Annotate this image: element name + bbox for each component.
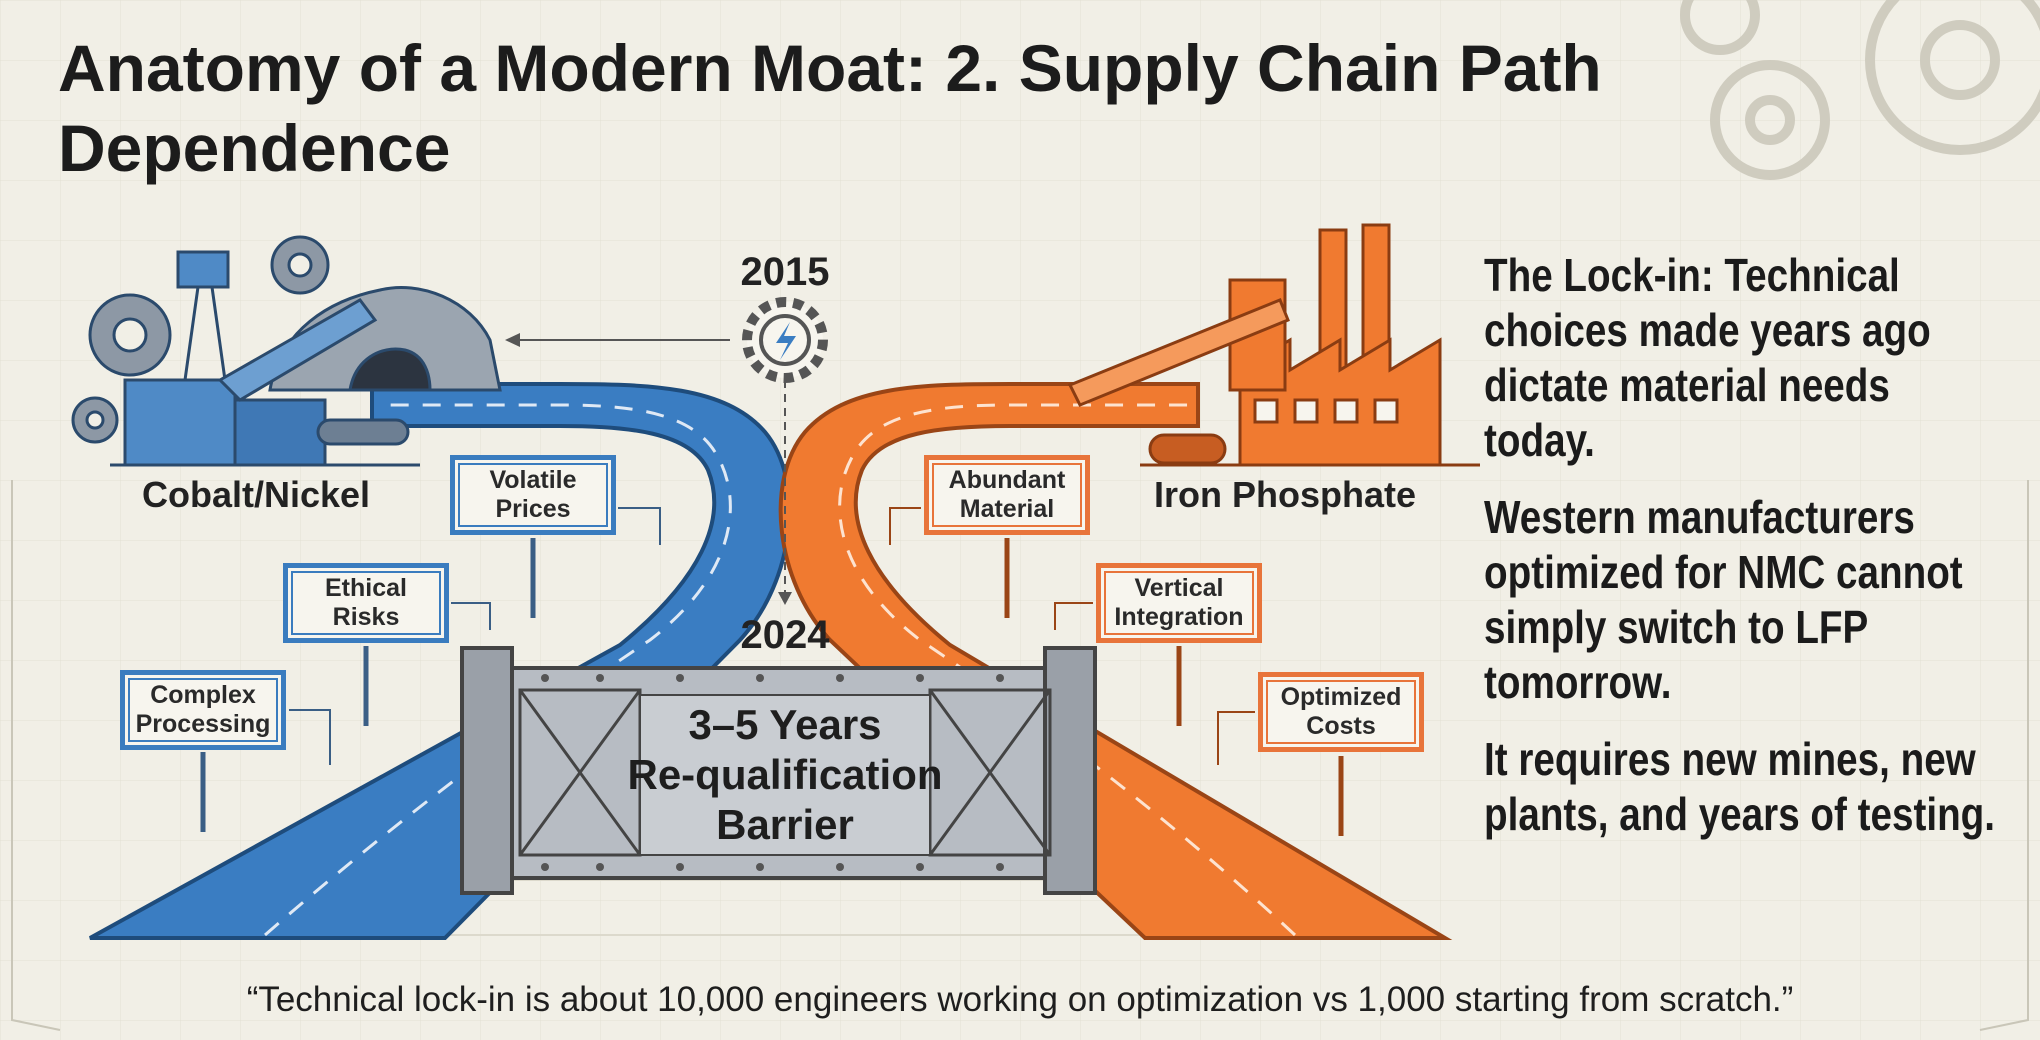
sign-posts [1004,538,1344,836]
sign-arrows [889,507,1255,765]
sign-arrows [289,507,661,765]
sign: Vertical Integration [1096,563,1262,643]
explanation-paragraph: It requires new mines, new plants, and y… [1484,733,1996,840]
explanation: The Lock-in: Technical choices made year… [1484,248,2005,864]
sign: Abundant Material [924,455,1090,535]
barrier [460,646,1097,895]
decor-gears [1680,0,2040,180]
mine [71,235,502,467]
rivets [541,674,1004,871]
title: Anatomy of a Modern Moat: 2. Supply Chai… [58,31,1602,185]
orange-road [778,382,1453,940]
explanation-paragraph: The Lock-in: Technical choices made year… [1484,249,1931,466]
sign: Complex Processing [120,670,286,750]
barrier-line: 3–5 Years [688,701,882,748]
path-label: Cobalt/Nickel [141,474,371,515]
factory [1067,223,1480,467]
year-end: 2024 [740,613,830,657]
quote: “Technical lock-in is about 10,000 engin… [246,980,1794,1019]
time-gear [505,297,828,605]
barrier-label: 3–5 Years Re-qualification Barrier [585,700,985,850]
sign: Ethical Risks [283,563,449,643]
explanation-paragraph: Western manufacturers optimized for NMC … [1484,491,1963,708]
sign: Optimized Costs [1258,672,1424,752]
frame [11,480,2029,1031]
barrier-line: Re-qualification [627,751,943,798]
barrier-line: Barrier [716,801,854,848]
path-label: Iron Phosphate [1153,474,1417,515]
sign-posts [200,538,536,832]
year-start: 2015 [740,250,830,294]
sign: Volatile Prices [450,455,616,535]
